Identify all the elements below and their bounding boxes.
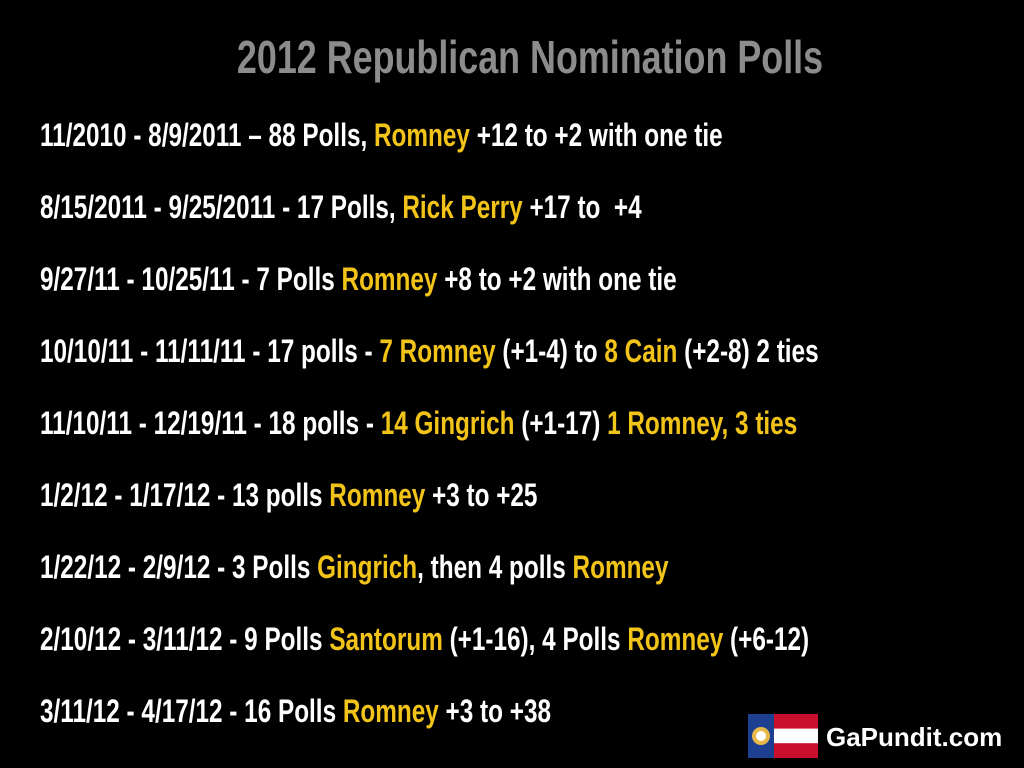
line-segment: 11/10/11 - 12/19/11 - 18 polls - (40, 405, 381, 441)
line-segment: +12 to +2 with one tie (469, 117, 723, 153)
line-segment: 8 Cain (604, 333, 678, 369)
poll-line: 9/27/11 - 10/25/11 - 7 Polls Romney +8 t… (40, 261, 677, 297)
poll-line: 11/2010 - 8/9/2011 – 88 Polls, Romney +1… (40, 117, 723, 153)
line-segment: Romney (342, 693, 439, 729)
line-segment: 1/2/12 - 1/17/12 - 13 polls (40, 477, 330, 513)
line-segment: 3/11/12 - 4/17/12 - 16 Polls (40, 693, 343, 729)
line-segment: (+1-17) (514, 405, 608, 441)
line-segment: (+6-12) (723, 621, 810, 657)
line-segment: +3 to +25 (425, 477, 538, 513)
line-segment: , then 4 polls (417, 549, 573, 585)
line-segment: Santorum (329, 621, 443, 657)
line-segment: 2/10/12 - 3/11/12 - 9 Polls (40, 621, 330, 657)
line-segment: 1 Romney, 3 ties (607, 405, 798, 441)
poll-line: 1/2/12 - 1/17/12 - 13 polls Romney +3 to… (40, 477, 537, 513)
poll-line: 1/22/12 - 2/9/12 - 3 Polls Gingrich, the… (40, 549, 668, 585)
line-segment: 9/27/11 - 10/25/11 - 7 Polls (40, 261, 342, 297)
line-segment: 7 Romney (379, 333, 496, 369)
poll-line: 3/11/12 - 4/17/12 - 16 Polls Romney +3 t… (40, 693, 551, 729)
poll-line: 8/15/2011 - 9/25/2011 - 17 Polls, Rick P… (40, 189, 642, 225)
line-segment: Romney (329, 477, 426, 513)
line-segment: 1/22/12 - 2/9/12 - 3 Polls (40, 549, 318, 585)
line-segment: +3 to +38 (438, 693, 552, 729)
line-segment: (+2-8) 2 ties (677, 333, 819, 369)
line-segment: 8/15/2011 - 9/25/2011 - 17 Polls, (40, 189, 403, 225)
line-segment: Gingrich (317, 549, 418, 585)
line-segment: 14 Gingrich (380, 405, 515, 441)
slide-title: 2012 Republican Nomination Polls (236, 31, 824, 83)
poll-line: 10/10/11 - 11/11/11 - 17 polls - 7 Romne… (40, 333, 819, 369)
line-segment: Romney (572, 549, 669, 585)
logo-text: GaPundit.com (826, 722, 1003, 752)
line-segment: (+1-16), 4 Polls (442, 621, 628, 657)
line-segment: +8 to +2 with one tie (437, 261, 677, 297)
poll-line: 11/10/11 - 12/19/11 - 18 polls - 14 Ging… (40, 405, 797, 441)
line-segment: (+1-4) to (495, 333, 605, 369)
line-segment: +17 to +4 (522, 189, 642, 225)
line-segment: 10/10/11 - 11/11/11 - 17 polls - (40, 333, 380, 369)
poll-line: 2/10/12 - 3/11/12 - 9 Polls Santorum (+1… (40, 621, 809, 657)
line-segment: Romney (627, 621, 724, 657)
georgia-flag (748, 714, 818, 758)
line-segment: Rick Perry (402, 189, 523, 225)
line-segment: 11/2010 - 8/9/2011 – 88 Polls, (40, 117, 374, 153)
line-segment: Romney (341, 261, 438, 297)
line-segment: Romney (373, 117, 470, 153)
